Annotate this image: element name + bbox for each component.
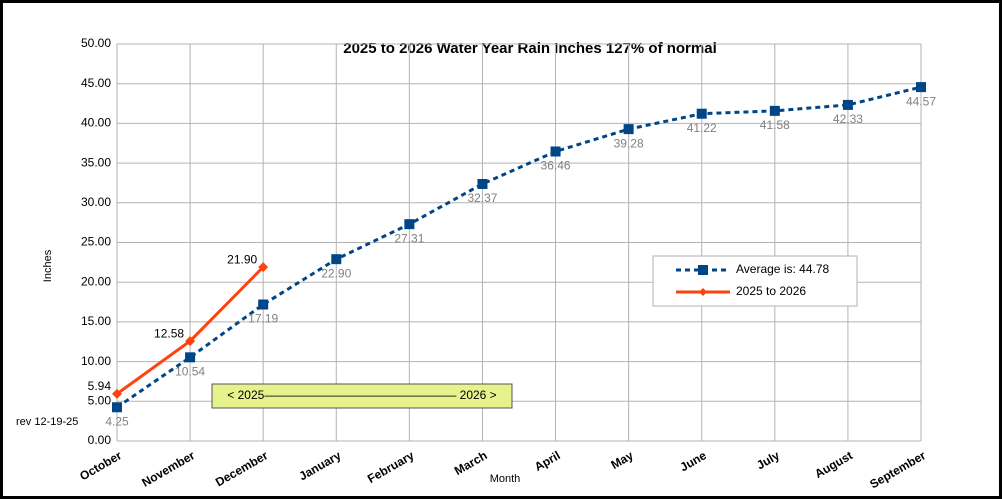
value-label: 44.57 bbox=[906, 94, 936, 108]
value-label: 41.58 bbox=[760, 118, 790, 132]
y-tick-label: 0.00 bbox=[88, 433, 112, 447]
marker bbox=[112, 402, 122, 413]
y-tick-label: 5.00 bbox=[88, 393, 112, 407]
legend-label: Average is: 44.78 bbox=[736, 262, 830, 276]
y-tick-label: 40.00 bbox=[81, 116, 111, 130]
note: rev 12-19-25 bbox=[16, 416, 78, 428]
y-tick-label: 15.00 bbox=[81, 314, 111, 328]
y-tick-label: 25.00 bbox=[81, 235, 111, 249]
marker bbox=[842, 99, 853, 110]
annotation-text: < 2025———————————————— 2026 > bbox=[227, 388, 496, 402]
chart-title: 2025 to 2026 Water Year Rain Inches 127%… bbox=[343, 40, 717, 57]
value-label: 39.28 bbox=[614, 136, 644, 150]
value-label: 42.33 bbox=[833, 112, 863, 126]
marker bbox=[696, 108, 707, 119]
x-axis-label: Month bbox=[490, 473, 521, 485]
value-label: 22.90 bbox=[321, 266, 351, 280]
marker bbox=[258, 299, 269, 310]
y-axis-label: Inches bbox=[42, 249, 54, 282]
annotation-box bbox=[211, 383, 513, 409]
y-tick-label: 20.00 bbox=[81, 274, 111, 288]
value-label: 36.46 bbox=[541, 159, 571, 173]
y-tick-label: 35.00 bbox=[81, 155, 111, 169]
value-label: 5.94 bbox=[88, 379, 112, 393]
marker bbox=[112, 388, 122, 399]
marker bbox=[477, 178, 488, 189]
marker bbox=[769, 105, 780, 116]
legend-label: 2025 to 2026 bbox=[736, 284, 806, 298]
y-tick-label: 50.00 bbox=[81, 36, 111, 50]
marker bbox=[331, 254, 342, 265]
marker bbox=[623, 124, 634, 135]
value-label: 10.54 bbox=[175, 364, 205, 378]
marker bbox=[258, 262, 269, 273]
y-tick-label: 45.00 bbox=[81, 76, 111, 90]
value-label: 21.90 bbox=[227, 252, 257, 266]
legend-marker bbox=[699, 288, 707, 296]
value-label: 32.37 bbox=[467, 191, 497, 205]
annotation: < 2025———————————————— 2026 > bbox=[211, 383, 513, 409]
marker bbox=[185, 336, 196, 347]
marker bbox=[185, 352, 196, 363]
legend-marker bbox=[698, 265, 708, 275]
value-label: 41.22 bbox=[687, 121, 717, 135]
legend-box bbox=[652, 255, 858, 307]
y-tick-label: 30.00 bbox=[81, 195, 111, 209]
marker bbox=[404, 219, 415, 230]
value-label: 12.58 bbox=[154, 326, 184, 340]
marker bbox=[916, 82, 926, 93]
y-tick-label: 10.00 bbox=[81, 354, 111, 368]
value-label: 4.25 bbox=[105, 414, 129, 428]
value-label: 27.31 bbox=[394, 231, 424, 245]
series-line bbox=[116, 85, 922, 409]
value-label: 17.19 bbox=[248, 312, 278, 326]
marker bbox=[550, 146, 561, 157]
legend: Average is: 44.78 2025 to 2026 bbox=[652, 255, 858, 307]
